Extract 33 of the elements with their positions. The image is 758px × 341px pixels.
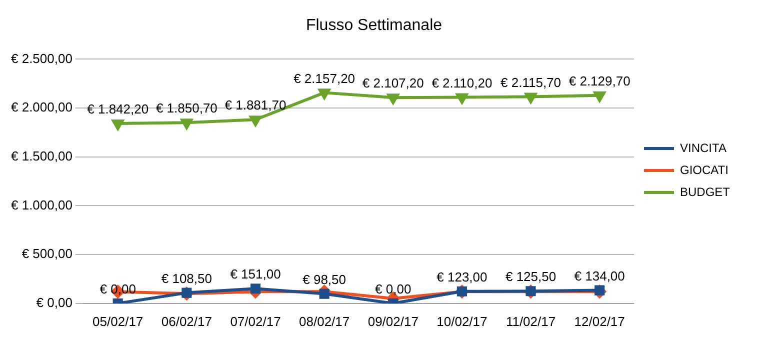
y-tick-label: € 2.500,00 <box>10 50 72 66</box>
data-label: € 2.107,20 <box>362 76 424 91</box>
data-label: € 125,50 <box>505 269 556 284</box>
data-label: € 2.115,70 <box>500 74 562 90</box>
y-tick-label: € 2.000,00 <box>10 100 72 115</box>
data-label: € 123,00 <box>436 269 488 284</box>
x-tick-label: 10/02/17 <box>436 314 488 329</box>
x-tick-label: 05/02/17 <box>92 314 144 329</box>
data-label: € 2.129,70 <box>568 73 630 88</box>
x-tick-label: 12/02/17 <box>574 314 625 329</box>
x-tick-label: 06/02/17 <box>161 314 212 329</box>
x-tick-label: 07/02/17 <box>230 314 281 329</box>
y-tick-label: € 0,00 <box>36 294 72 310</box>
data-label: € 1.850,70 <box>156 100 218 116</box>
y-tick-label: € 1.000,00 <box>10 197 72 212</box>
x-tick-label: 09/02/17 <box>368 314 418 329</box>
chart-title: Flusso Settimanale <box>306 17 442 34</box>
data-label: € 1.881,70 <box>224 98 286 113</box>
y-tick-label: € 500,00 <box>22 246 72 262</box>
data-label: € 2.157,20 <box>294 70 356 86</box>
x-tick-label: 08/02/17 <box>299 314 350 329</box>
data-label: € 151,00 <box>230 266 281 282</box>
data-label: € 1.842,20 <box>87 102 149 117</box>
data-label: € 108,50 <box>161 270 212 286</box>
data-label: € 134,00 <box>574 268 625 284</box>
data-label: € 0,00 <box>375 281 412 296</box>
y-tick-label: € 1.500,00 <box>10 148 72 164</box>
legend-label: BUDGET <box>680 184 731 199</box>
data-label: € 98,50 <box>302 272 346 287</box>
x-tick-label: 11/02/17 <box>506 314 556 329</box>
legend-label: VINCITA <box>680 140 726 155</box>
data-label: € 2.110,20 <box>432 75 492 90</box>
legend-label: GIOCATI <box>680 162 728 177</box>
